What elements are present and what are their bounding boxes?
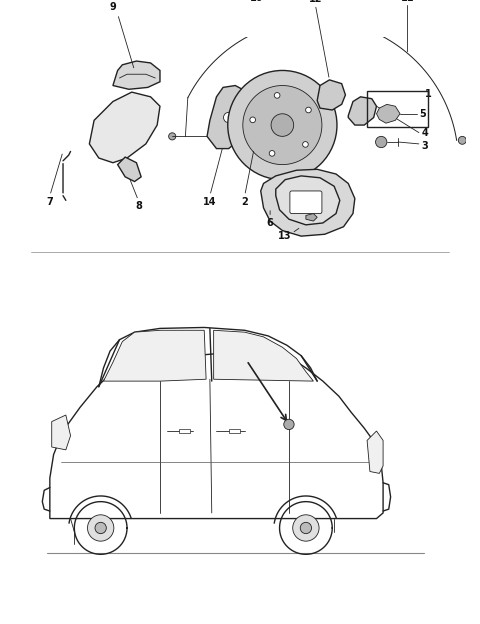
Circle shape [228, 71, 337, 180]
Circle shape [95, 522, 107, 534]
Circle shape [300, 522, 312, 534]
Circle shape [243, 85, 322, 165]
Polygon shape [317, 80, 346, 110]
Text: 10: 10 [250, 0, 264, 3]
Circle shape [293, 515, 319, 541]
Circle shape [234, 98, 242, 105]
Text: 13: 13 [278, 231, 292, 241]
Polygon shape [207, 85, 252, 149]
Polygon shape [214, 330, 313, 381]
Polygon shape [367, 431, 383, 474]
Polygon shape [276, 176, 340, 225]
Text: 12: 12 [309, 0, 322, 4]
Polygon shape [376, 104, 400, 123]
Circle shape [375, 137, 387, 148]
Text: 11: 11 [401, 0, 414, 3]
Circle shape [87, 515, 114, 541]
Polygon shape [348, 97, 376, 125]
Circle shape [306, 107, 311, 113]
Bar [228, 429, 240, 433]
Text: 8: 8 [135, 201, 142, 211]
Text: 9: 9 [109, 2, 116, 12]
Circle shape [458, 137, 466, 144]
Polygon shape [113, 61, 160, 89]
Text: 5: 5 [419, 109, 426, 119]
Text: 2: 2 [241, 197, 248, 207]
Circle shape [284, 419, 294, 429]
Polygon shape [50, 351, 383, 519]
Circle shape [269, 150, 275, 156]
FancyBboxPatch shape [290, 191, 322, 213]
Circle shape [250, 117, 255, 123]
Polygon shape [306, 213, 317, 221]
Text: 4: 4 [421, 127, 428, 138]
Polygon shape [52, 415, 71, 450]
Text: 14: 14 [203, 197, 216, 207]
Circle shape [168, 133, 176, 140]
Text: 3: 3 [421, 141, 428, 151]
Bar [179, 429, 190, 433]
Polygon shape [261, 169, 355, 236]
Text: 1: 1 [425, 89, 432, 99]
Polygon shape [118, 157, 141, 182]
Bar [367, 91, 428, 127]
Circle shape [224, 112, 234, 123]
Polygon shape [104, 330, 206, 381]
Text: 7: 7 [47, 197, 53, 207]
Polygon shape [89, 92, 160, 163]
Text: 6: 6 [267, 218, 274, 228]
Circle shape [271, 114, 294, 137]
Circle shape [302, 142, 308, 147]
Circle shape [274, 92, 280, 98]
